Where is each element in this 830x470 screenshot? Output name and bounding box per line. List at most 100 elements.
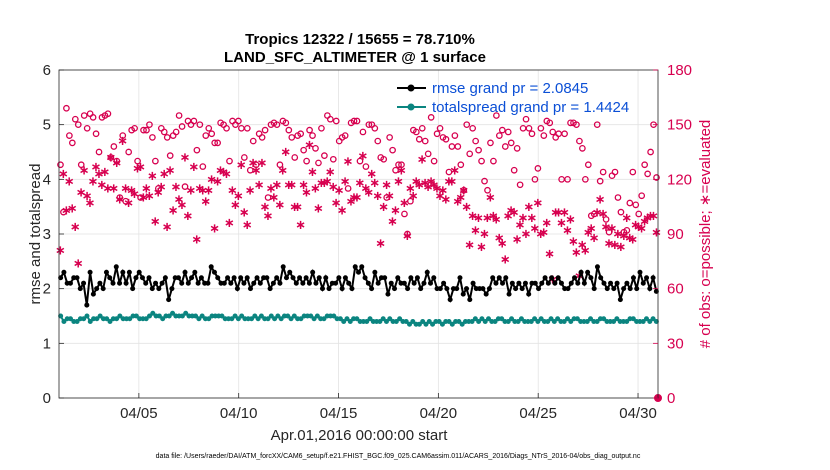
- obs-evaluated-point: ∗: [529, 222, 540, 237]
- obs-possible-point: [273, 121, 281, 129]
- obs-evaluated-point: ∗: [147, 169, 158, 184]
- obs-possible-point: [181, 183, 189, 190]
- totalspread-series-point: [87, 318, 93, 324]
- rmse-series-point: [257, 280, 263, 286]
- obs-evaluated-point: ∗: [352, 191, 363, 206]
- rmse-series-point: [175, 275, 181, 281]
- y-axis-right-label: # of obs: o=possible; ∗=evaluated: [697, 120, 714, 349]
- rmse-series-point: [274, 275, 280, 281]
- obs-evaluated-point: ∗: [171, 180, 182, 195]
- rmse-series-point: [323, 275, 329, 281]
- totalspread-series-point: [420, 318, 426, 324]
- obs-evaluated-point: ∗: [349, 191, 360, 206]
- totalspread-series-point: [196, 316, 202, 322]
- obs-evaluated-point: ∗: [435, 189, 446, 204]
- rmse-series-point: [264, 275, 270, 281]
- obs-possible-point: [481, 177, 488, 185]
- rmse-series-point: [195, 280, 201, 286]
- obs-possible-point: [149, 134, 156, 141]
- rmse-series-point: [277, 280, 283, 286]
- obs-possible-point: [635, 210, 643, 218]
- obs-evaluated-point: ∗: [601, 220, 612, 235]
- obs-possible-point: [202, 132, 210, 139]
- rmse-series-point: [336, 275, 342, 281]
- obs-evaluated-point: ∗: [97, 178, 108, 193]
- obs-evaluated-point: ∗: [604, 236, 615, 251]
- totalspread-series-point: [331, 313, 337, 319]
- totalspread-series-point: [354, 316, 360, 322]
- rmse-series-point: [254, 275, 260, 281]
- totalspread-series-point: [147, 313, 153, 319]
- obs-possible-point: [249, 137, 257, 145]
- obs-possible-point: [350, 117, 358, 125]
- rmse-series-point: [401, 280, 407, 286]
- obs-possible-point: [205, 124, 213, 132]
- rmse-series-point: [431, 275, 437, 281]
- totalspread-series-point: [232, 313, 238, 319]
- totalspread-series-point: [509, 316, 515, 322]
- totalspread-series-point: [449, 321, 455, 327]
- obs-possible-point: [407, 197, 414, 205]
- obs-possible-point: [341, 132, 349, 139]
- totalspread-series-point: [81, 316, 87, 322]
- obs-possible-point: [546, 119, 554, 127]
- rmse-series-point: [359, 264, 365, 270]
- y-right-tick-label: 90: [667, 226, 684, 243]
- obs-possible-point: [549, 128, 557, 136]
- obs-possible-point: [303, 157, 310, 165]
- x-tick-label: 04/20: [420, 405, 458, 422]
- obs-evaluated-point: ∗: [150, 214, 161, 229]
- obs-possible-point: [436, 124, 444, 132]
- obs-possible-point: [261, 126, 269, 134]
- rmse-series-point: [133, 275, 139, 281]
- rmse-series-point: [414, 275, 420, 281]
- rmse-series-point: [162, 275, 168, 281]
- rmse-series-point: [251, 280, 257, 286]
- obs-possible-point: [116, 194, 124, 201]
- totalspread-series-point: [219, 313, 225, 319]
- obs-evaluated-point: ∗: [476, 240, 487, 255]
- totalspread-series-point: [594, 318, 600, 324]
- rmse-series-point: [247, 286, 253, 292]
- rmse-series-point: [437, 286, 443, 292]
- obs-evaluated-point: ∗: [343, 154, 354, 169]
- rmse-series-point: [460, 291, 466, 297]
- obs-possible-point: [315, 159, 322, 167]
- rmse-series-point: [644, 275, 650, 281]
- rmse-series-point: [179, 280, 185, 286]
- obs-evaluated-point: ∗: [568, 234, 579, 249]
- obs-possible-point: [576, 137, 583, 145]
- obs-possible-point: [647, 148, 654, 156]
- obs-possible-point: [309, 132, 316, 139]
- rmse-series-point: [267, 286, 273, 292]
- totalspread-series-point: [535, 318, 541, 324]
- rmse-series-point: [113, 264, 119, 270]
- obs-possible-point: [190, 117, 198, 125]
- x-tick-label: 04/30: [619, 405, 657, 422]
- obs-evaluated-point: ∗: [117, 134, 128, 149]
- totalspread-series-point: [160, 316, 166, 322]
- obs-evaluated-point: ∗: [236, 158, 247, 173]
- obs-possible-point: [398, 161, 405, 169]
- totalspread-series-point: [397, 316, 403, 322]
- obs-possible-point: [131, 124, 138, 132]
- obs-evaluated-point: ∗: [592, 205, 603, 220]
- obs-evaluated-point: ∗: [280, 145, 291, 160]
- totalspread-series-point: [367, 316, 373, 322]
- obs-evaluated-point: ∗: [583, 225, 594, 240]
- obs-evaluated-point: ∗: [292, 200, 303, 215]
- obs-possible-point: [389, 146, 396, 154]
- obs-evaluated-point: ∗: [446, 174, 457, 189]
- obs-evaluated-point: ∗: [274, 198, 285, 213]
- totalspread-series-point: [199, 313, 205, 319]
- totalspread-series-point: [255, 316, 261, 322]
- obs-evaluated-point: ∗: [417, 152, 428, 167]
- totalspread-series-point: [206, 316, 212, 322]
- obs-evaluated-point: ∗: [76, 185, 87, 200]
- obs-evaluated-point: ∗: [538, 225, 549, 240]
- rmse-series-point: [500, 280, 506, 286]
- totalspread-series-point: [156, 313, 162, 319]
- rmse-series-point: [411, 280, 417, 286]
- rmse-series-point: [306, 280, 312, 286]
- y-left-tick-label: 2: [43, 281, 51, 298]
